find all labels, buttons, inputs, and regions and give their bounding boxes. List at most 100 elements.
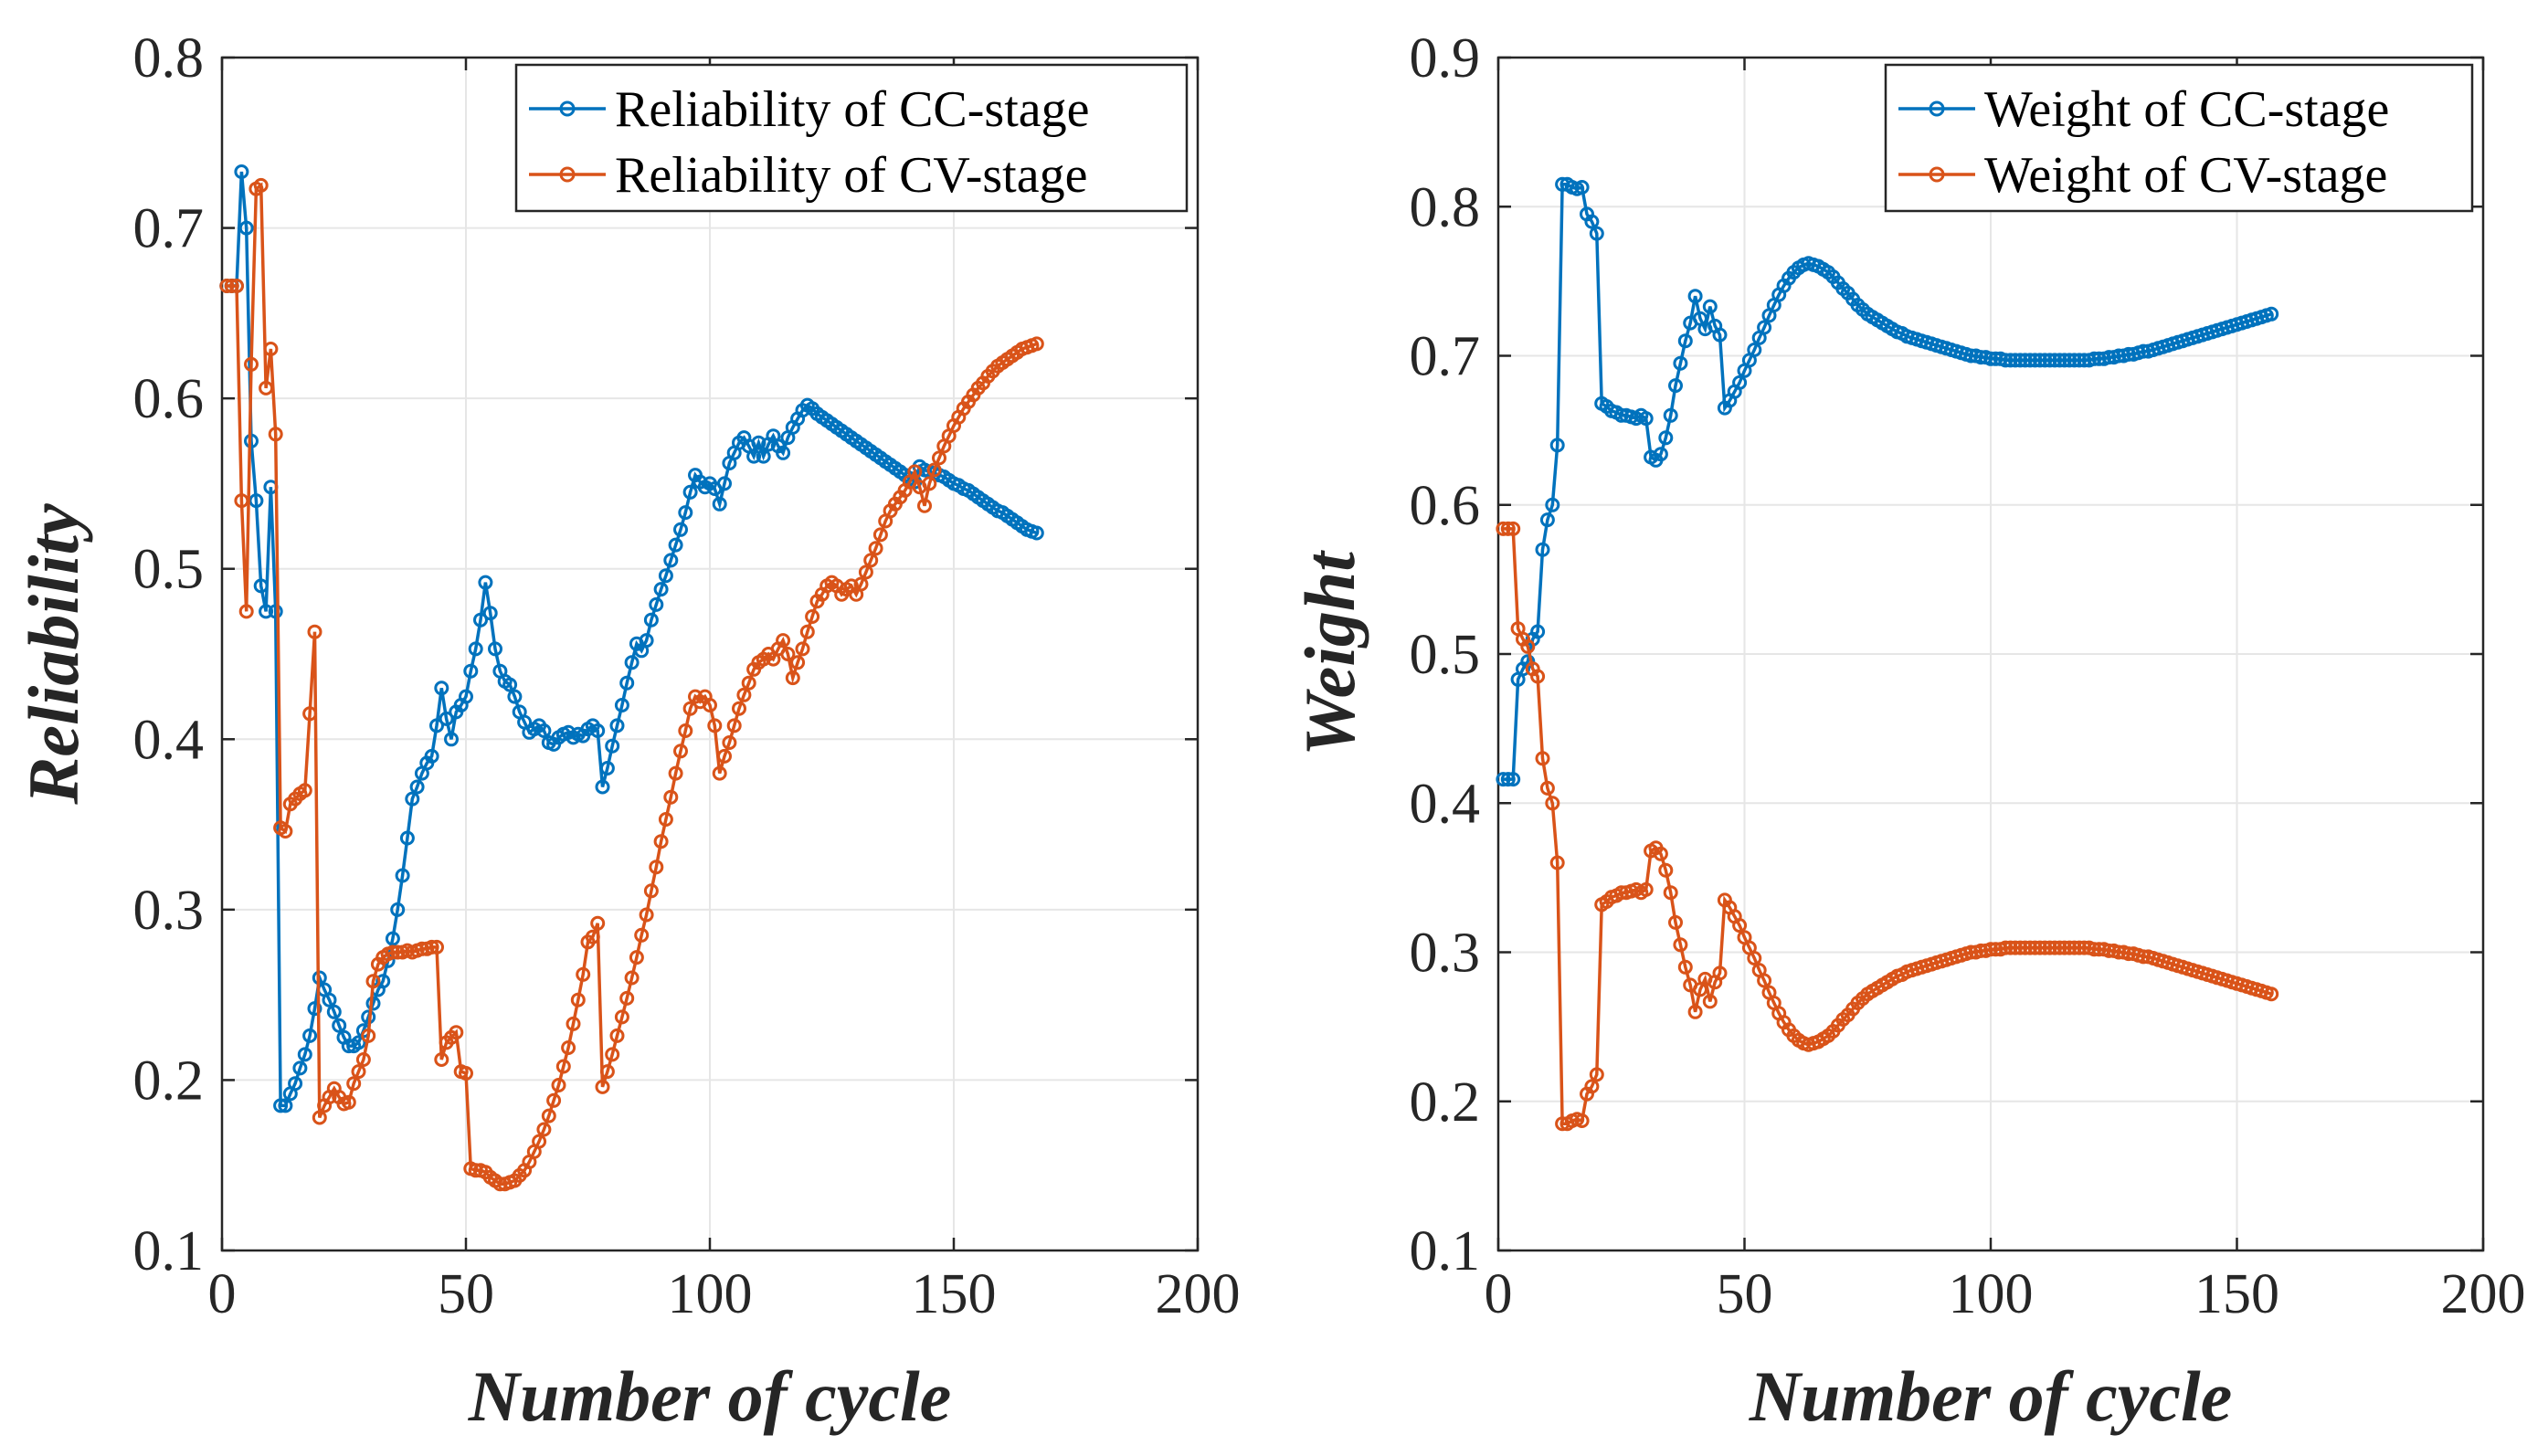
data-point [1638, 881, 1654, 897]
data-point [492, 1176, 508, 1192]
legend-label-cv: Weight of CV-stage [1984, 147, 2387, 204]
data-point [375, 974, 391, 989]
data-point [536, 1122, 552, 1137]
data-point [1029, 336, 1044, 352]
data-point [224, 279, 239, 293]
data-point [1668, 914, 1683, 930]
y-tick-label: 0.6 [133, 368, 205, 430]
data-point [2007, 353, 2023, 368]
data-point [932, 450, 946, 466]
data-point [502, 677, 518, 692]
data-point [2042, 940, 2057, 955]
data-point [1506, 772, 1521, 787]
data-point [1574, 180, 1590, 195]
data-point [1747, 951, 1762, 965]
data-point [2077, 353, 2092, 368]
data-point [332, 1018, 347, 1033]
data-point [361, 1028, 376, 1043]
data-point [395, 868, 410, 883]
data-point [238, 220, 254, 236]
data-point [473, 612, 488, 628]
data-point [1574, 1113, 1590, 1128]
data-point [1584, 1079, 1600, 1094]
data-point [297, 783, 312, 798]
data-point [2032, 353, 2047, 368]
data-point [1658, 430, 1674, 446]
data-point [229, 279, 244, 293]
data-point [444, 732, 459, 747]
y-tick-label: 0.4 [133, 709, 205, 771]
x-tick-label: 50 [438, 1263, 494, 1325]
grid [222, 58, 1198, 1250]
data-point [414, 941, 429, 956]
data-point [268, 604, 283, 619]
data-point [2091, 351, 2107, 366]
data-point [1535, 751, 1550, 766]
data-point [1732, 375, 1748, 390]
data-point [2013, 353, 2028, 368]
data-point [288, 1076, 303, 1092]
data-point [561, 1040, 576, 1055]
data-point [668, 537, 683, 553]
x-tick-label: 100 [668, 1263, 753, 1325]
data-point [658, 812, 673, 827]
data-point [1613, 885, 1629, 901]
data-point [2062, 353, 2078, 368]
y-axis-label: Weight [1290, 550, 1369, 756]
data-point [785, 670, 800, 686]
data-point [1549, 438, 1565, 453]
data-point [2136, 343, 2152, 359]
data-point [429, 939, 444, 955]
data-point [780, 647, 796, 661]
data-point [658, 568, 673, 584]
data-point [405, 791, 420, 807]
data-point [703, 698, 717, 712]
data-point [599, 1064, 615, 1080]
data-point [776, 633, 791, 649]
data-point [2101, 350, 2117, 365]
y-tick-label: 0.2 [133, 1050, 205, 1112]
data-point [302, 706, 318, 722]
data-point [2120, 346, 2136, 362]
data-point [1549, 855, 1565, 870]
data-point [390, 902, 406, 917]
y-tick-label: 0.3 [133, 880, 205, 942]
data-point [268, 427, 283, 442]
data-point [2007, 940, 2023, 955]
data-point [2136, 949, 2152, 965]
data-point [434, 681, 449, 696]
x-tick-label: 150 [912, 1263, 997, 1325]
data-point [570, 992, 586, 1008]
data-point [365, 974, 381, 989]
data-point [2013, 940, 2028, 955]
data-point [2032, 940, 2047, 955]
data-point [253, 177, 269, 193]
data-point [653, 582, 669, 597]
data-point [1757, 973, 1772, 988]
data-point [1520, 638, 1536, 654]
data-point [1539, 512, 1555, 528]
data-point [649, 596, 664, 612]
data-point [2023, 353, 2038, 368]
data-point [1998, 353, 2014, 368]
data-point [1973, 350, 1989, 365]
data-point [1668, 378, 1683, 394]
y-tick-label: 0.1 [133, 1220, 205, 1282]
legend-label-cc: Reliability of CC-stage [615, 81, 1089, 138]
series-line-cc [1503, 183, 2272, 781]
legend-marker-cc [559, 100, 576, 117]
data-point [532, 1134, 547, 1149]
data-point [732, 701, 746, 716]
data-point [2052, 353, 2067, 368]
y-tick-label: 0.7 [133, 198, 205, 260]
data-point [297, 1047, 312, 1062]
data-point [259, 604, 274, 619]
data-point [385, 931, 400, 946]
data-point [292, 1060, 308, 1076]
data-point [712, 765, 727, 781]
data-point [599, 761, 615, 775]
data-point [609, 1028, 625, 1043]
legend: Weight of CC-stage Weight of CV-stage [1884, 63, 2474, 213]
data-point [302, 1028, 318, 1043]
data-point [409, 779, 425, 795]
